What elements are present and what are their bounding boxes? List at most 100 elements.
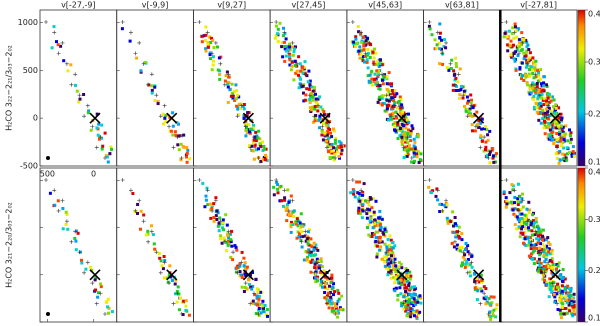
map-pixel bbox=[309, 110, 313, 113]
plus-marker bbox=[409, 156, 414, 160]
map-pixel bbox=[253, 143, 257, 147]
map-pixel bbox=[362, 48, 366, 52]
map-pixel bbox=[533, 63, 537, 67]
map-pixel bbox=[324, 133, 327, 137]
map-pixel bbox=[527, 211, 531, 215]
map-pixel bbox=[319, 283, 323, 287]
map-pixel bbox=[492, 154, 495, 158]
map-pixel bbox=[388, 113, 392, 117]
map-pixel bbox=[470, 254, 474, 258]
map-pixel bbox=[386, 273, 390, 277]
map-pixel bbox=[416, 133, 420, 137]
map-pixel bbox=[517, 182, 520, 186]
map-pixel bbox=[405, 274, 409, 278]
map-pixel bbox=[539, 242, 542, 246]
map-pixel bbox=[387, 118, 391, 122]
plus-marker bbox=[533, 229, 538, 234]
plus-marker bbox=[235, 270, 240, 275]
map-pixel bbox=[542, 250, 546, 254]
map-pixel bbox=[402, 156, 406, 159]
map-pixel bbox=[372, 220, 376, 224]
map-pixel bbox=[333, 141, 337, 145]
map-pixel bbox=[371, 50, 375, 54]
map-pixel bbox=[219, 234, 223, 238]
plus-marker bbox=[452, 82, 457, 87]
map-pixel bbox=[548, 281, 552, 285]
map-pixel bbox=[537, 257, 541, 261]
map-pixel bbox=[323, 285, 327, 289]
map-pixel bbox=[555, 122, 559, 126]
map-pixel bbox=[418, 294, 422, 298]
map-pixel bbox=[532, 243, 536, 247]
map-pixel bbox=[241, 104, 245, 108]
map-pixel bbox=[385, 266, 388, 270]
map-pixel bbox=[305, 98, 309, 102]
map-pixel bbox=[468, 252, 471, 256]
colorbar-tick-label: 0.3 bbox=[588, 58, 600, 67]
map-pixel bbox=[572, 292, 576, 296]
map-pixel bbox=[570, 304, 574, 308]
plus-marker bbox=[82, 270, 87, 275]
map-pixel bbox=[366, 51, 370, 55]
map-pixel bbox=[530, 233, 534, 237]
map-pixel bbox=[414, 302, 418, 306]
map-pixel bbox=[393, 101, 397, 105]
map-pixel bbox=[550, 134, 554, 138]
map-pixel bbox=[322, 113, 326, 117]
map-pixel bbox=[445, 66, 449, 70]
plus-marker bbox=[286, 208, 291, 213]
plus-marker bbox=[103, 156, 107, 160]
map-pixel bbox=[550, 290, 554, 294]
map-pixel bbox=[177, 134, 181, 138]
map-pixel bbox=[200, 40, 204, 44]
map-pixel bbox=[305, 87, 309, 91]
plus-marker bbox=[405, 291, 410, 296]
map-pixel bbox=[517, 45, 521, 49]
map-pixel bbox=[513, 22, 517, 26]
map-pixel bbox=[316, 279, 320, 283]
map-pixel bbox=[527, 228, 531, 232]
map-pixel bbox=[559, 312, 563, 316]
plus-marker bbox=[94, 145, 99, 150]
map-pixel bbox=[548, 243, 552, 246]
map-pixel bbox=[283, 32, 287, 36]
map-pixel bbox=[227, 236, 231, 240]
map-pixel bbox=[537, 72, 540, 76]
map-pixel bbox=[542, 273, 546, 277]
map-pixel bbox=[291, 223, 295, 226]
map-pixel bbox=[321, 279, 325, 283]
map-pixel bbox=[561, 132, 565, 136]
map-pixel bbox=[551, 105, 555, 109]
map-pixel bbox=[525, 65, 528, 69]
map-pixel bbox=[518, 40, 521, 44]
map-pixel bbox=[438, 22, 442, 26]
map-pixel bbox=[533, 107, 537, 111]
map-pixel bbox=[406, 303, 410, 307]
map-pixel bbox=[565, 301, 569, 305]
map-pixel bbox=[437, 41, 441, 45]
map-pixel bbox=[402, 277, 406, 281]
plus-marker bbox=[563, 312, 568, 316]
map-pixel bbox=[313, 272, 317, 276]
map-pixel bbox=[328, 156, 332, 159]
map-pixel bbox=[381, 231, 385, 235]
panel bbox=[423, 167, 501, 323]
map-pixel bbox=[403, 114, 407, 118]
map-pixel bbox=[410, 296, 414, 300]
map-pixel bbox=[232, 90, 236, 94]
map-pixel bbox=[201, 181, 205, 185]
plus-marker bbox=[274, 20, 279, 24]
map-pixel bbox=[243, 271, 247, 274]
map-pixel bbox=[438, 210, 442, 213]
plus-marker bbox=[448, 219, 453, 224]
map-pixel bbox=[458, 249, 462, 253]
cross-marker bbox=[166, 269, 178, 281]
map-pixel bbox=[290, 45, 294, 49]
map-pixel bbox=[569, 131, 573, 135]
map-pixel bbox=[283, 196, 287, 200]
map-pixel bbox=[470, 98, 473, 102]
map-pixel bbox=[559, 291, 563, 295]
map-pixel bbox=[174, 133, 178, 137]
map-pixel bbox=[375, 252, 379, 256]
map-pixel bbox=[242, 116, 246, 120]
